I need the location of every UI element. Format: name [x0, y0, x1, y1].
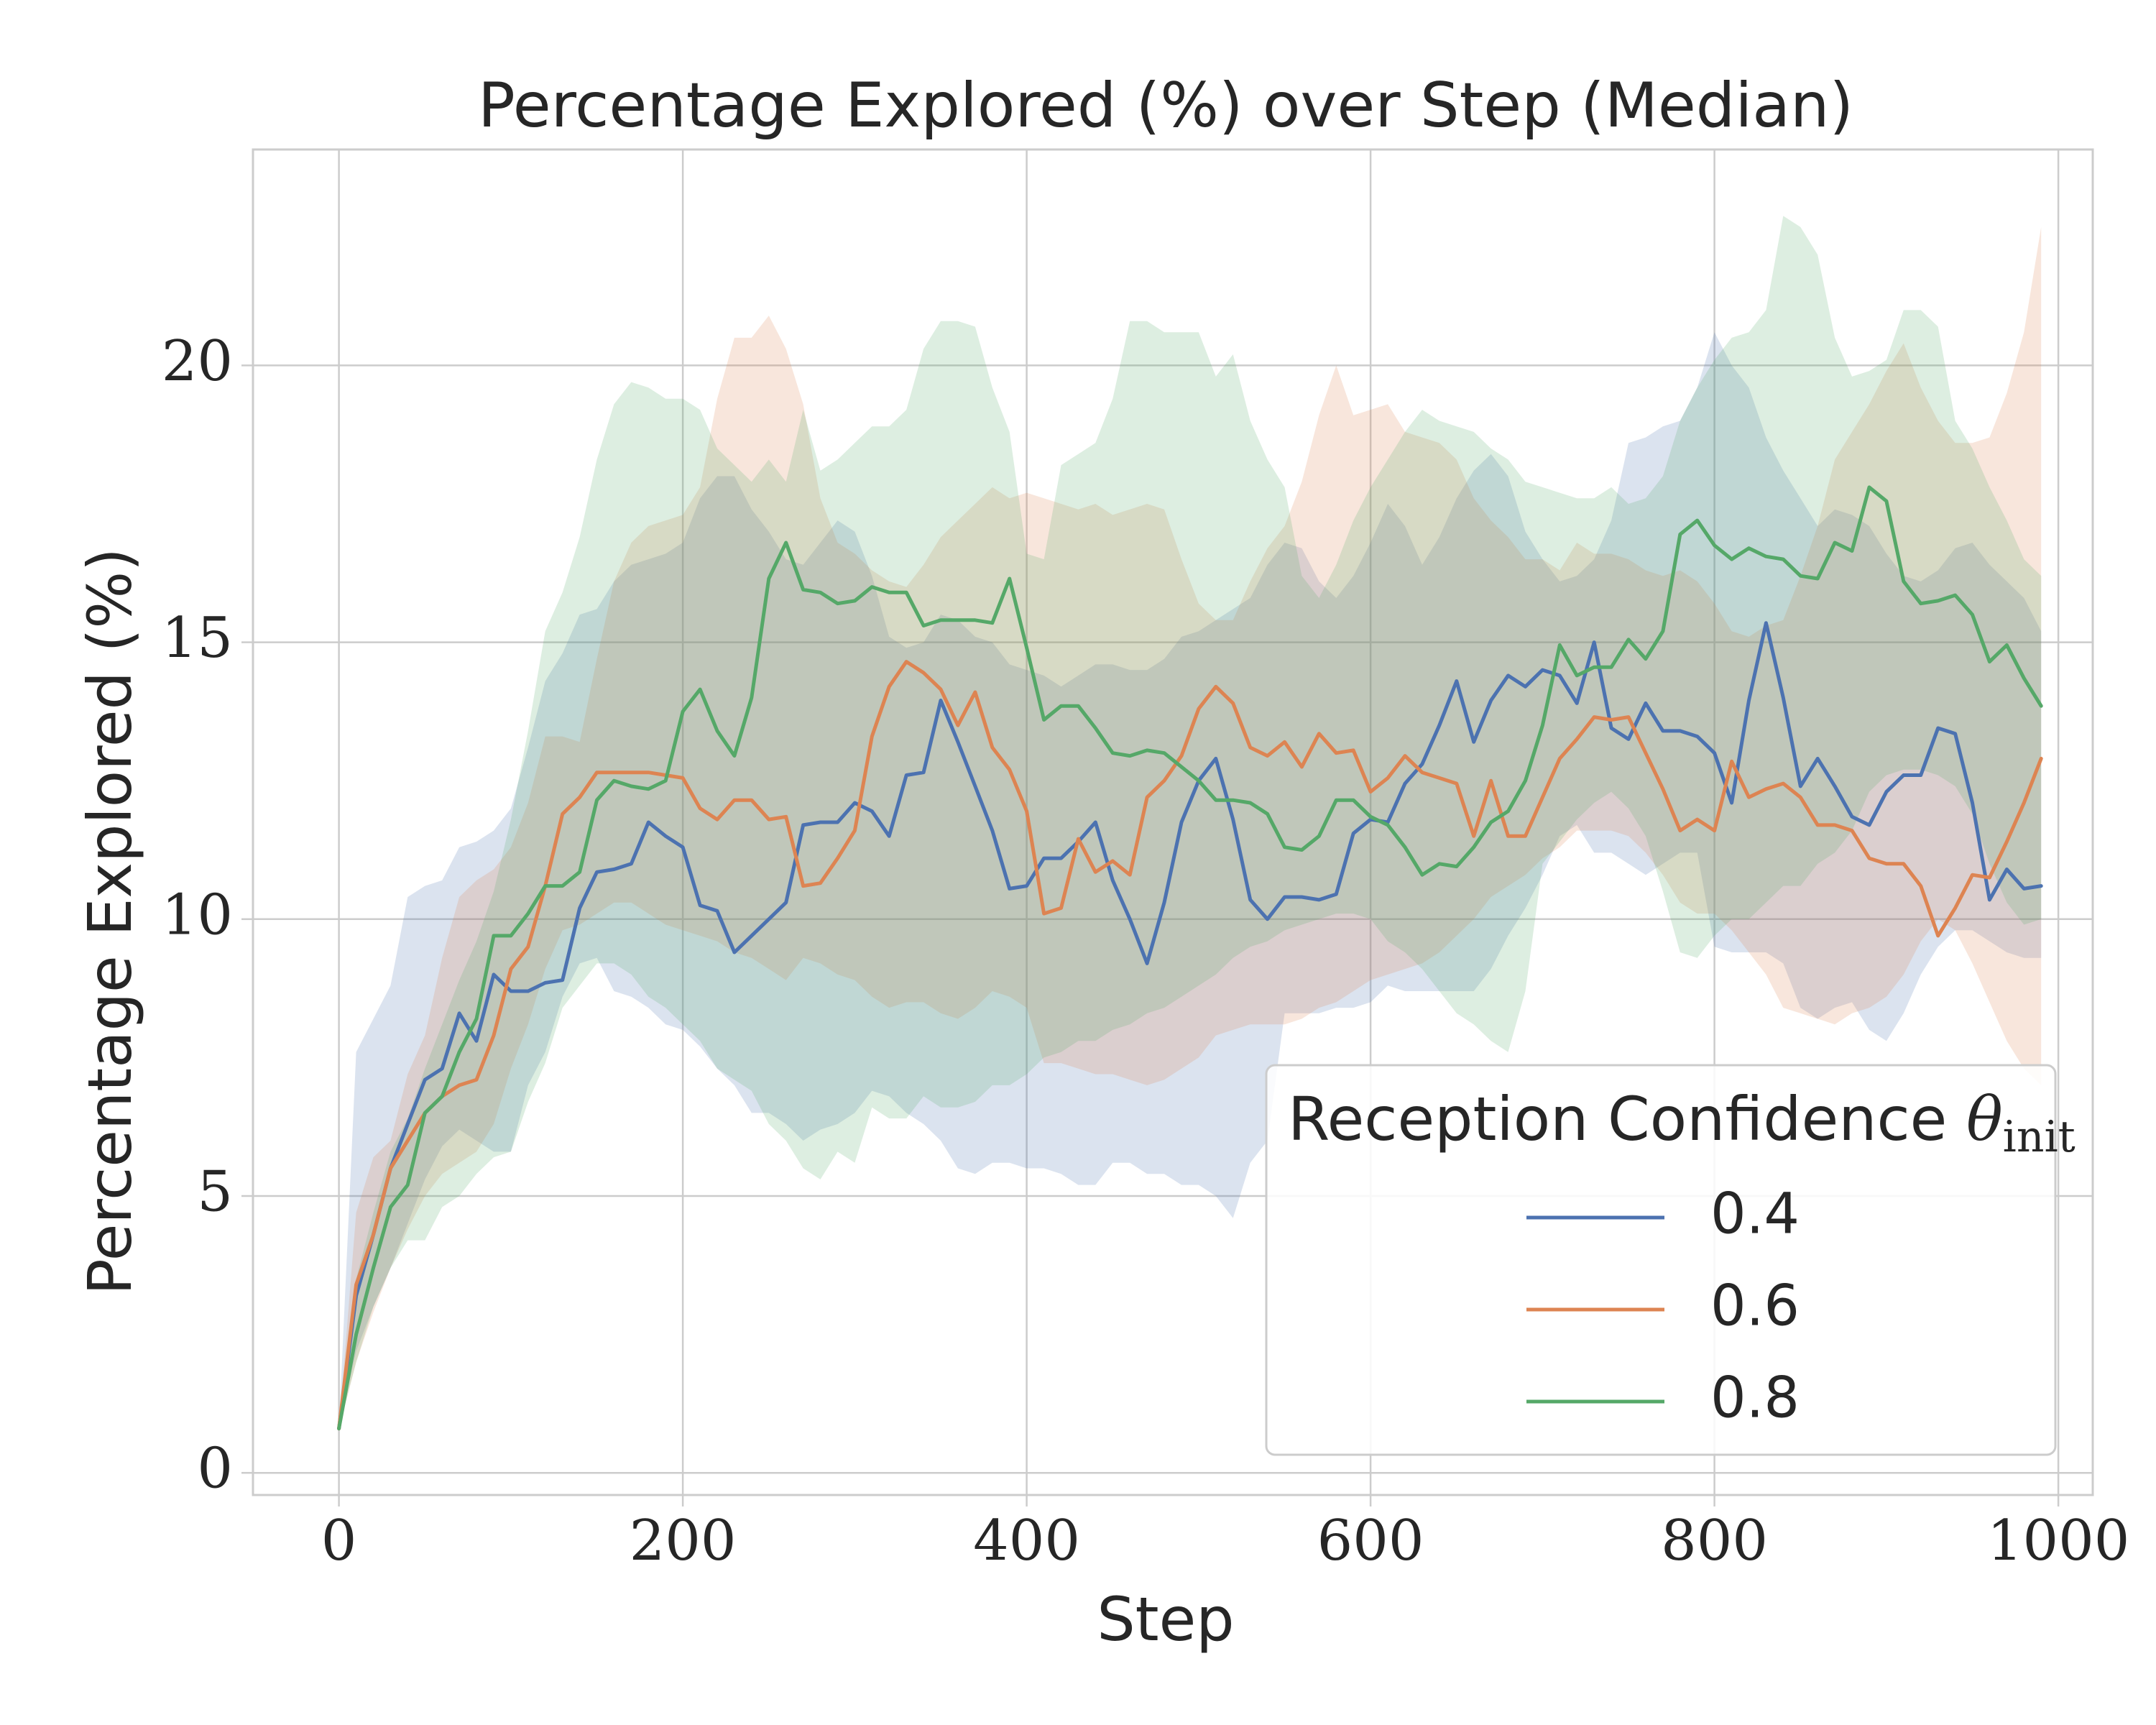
series-line-0.6 — [337, 660, 2043, 1431]
x-axis-label: Step — [1097, 1584, 1234, 1655]
y-tick-label: 20 — [162, 329, 233, 394]
legend-title-subscript: init — [2003, 1112, 2076, 1162]
y-tick-label: 10 — [162, 883, 233, 947]
series-line-0.4 — [337, 621, 2043, 1431]
legend-label: 0.4 — [1710, 1182, 1800, 1246]
y-axis-label: Percentage Explored (%) — [75, 548, 145, 1295]
legend-items: 0.4 0.6 0.8 — [1526, 1182, 1800, 1430]
plot-frame — [252, 148, 2094, 1496]
series-line-0.8 — [337, 485, 2043, 1431]
chart-title: Percentage Explored (%) over Step (Media… — [478, 70, 1853, 142]
x-tick-label: 800 — [1661, 1509, 1768, 1573]
confidence-band-0.8 — [338, 216, 2042, 1429]
grid — [253, 150, 2093, 1495]
legend-item-0.6: 0.6 — [1526, 1274, 1800, 1338]
legend: Reception Confidence θinit 0.4 0.6 0.8 — [1265, 1064, 2076, 1456]
legend-box — [1265, 1064, 2057, 1456]
legend-item-0.4: 0.4 — [1526, 1182, 1800, 1246]
x-tick-label: 600 — [1317, 1509, 1424, 1573]
confidence-band-0.6 — [338, 226, 2042, 1429]
x-tick-label: 0 — [321, 1509, 357, 1573]
x-tick-label: 400 — [973, 1509, 1080, 1573]
y-tick-label: 5 — [197, 1160, 233, 1225]
legend-title: Reception Confidence θinit — [1288, 1084, 2076, 1162]
y-tick-label: 15 — [162, 606, 233, 671]
x-tick-label: 200 — [630, 1509, 737, 1573]
y-tick-label: 0 — [197, 1437, 233, 1501]
x-tick-label: 1000 — [1987, 1509, 2130, 1573]
series-lines — [337, 485, 2043, 1431]
legend-title-text: Reception Confidence — [1288, 1084, 1966, 1154]
legend-item-0.8: 0.8 — [1526, 1366, 1800, 1430]
legend-label: 0.8 — [1710, 1366, 1800, 1430]
legend-title-symbol: θ — [1966, 1084, 2003, 1154]
legend-label: 0.6 — [1710, 1274, 1800, 1338]
axis-ticks: 0 200 400 600 800 1000 0 5 10 15 20 — [162, 329, 2130, 1573]
